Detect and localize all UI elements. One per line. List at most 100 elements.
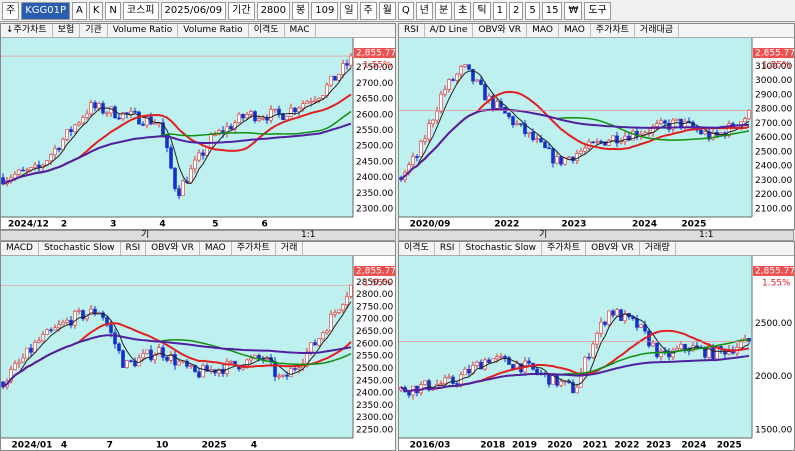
y-tick-label: 2700.00 — [755, 119, 792, 129]
tab[interactable]: 이격도 — [399, 242, 435, 255]
candle-body — [439, 383, 443, 385]
tab[interactable]: 주가차트 — [591, 24, 635, 37]
tab[interactable]: ↓주가차트 — [1, 24, 53, 37]
toolbar-button[interactable]: 코스피 — [122, 1, 159, 20]
tab[interactable]: MAO — [559, 24, 591, 37]
tab[interactable]: Stochastic Slow — [39, 242, 121, 255]
toolbar-button[interactable]: 15 — [541, 1, 563, 20]
candle-body — [715, 346, 719, 360]
candle-body — [153, 122, 157, 125]
candle-body — [73, 124, 77, 133]
y-tick-label: 2250.00 — [356, 426, 393, 436]
toolbar-button[interactable]: 분 — [435, 1, 453, 20]
candle-body — [21, 169, 25, 172]
candle-body — [321, 95, 325, 99]
y-tick-label: 2450.00 — [356, 157, 393, 167]
toolbar-button[interactable]: 주 — [2, 1, 20, 20]
toolbar-button[interactable]: ₩ — [564, 1, 583, 20]
toolbar-button[interactable]: 월 — [378, 1, 396, 20]
x-tick-label: 2019 — [512, 441, 537, 451]
y-tick-label: 2800.00 — [755, 105, 792, 115]
toolbar-button[interactable]: 주 — [359, 1, 377, 20]
tab[interactable]: 보험 — [53, 24, 81, 37]
candle-body — [607, 310, 611, 325]
chart-panel: MACD Stochastic Slow RSI OBV와 VR MAO 주가차트 거래 22… — [0, 241, 396, 451]
y-tick-label: 2550.00 — [356, 126, 393, 136]
toolbar-button[interactable]: Q — [397, 1, 414, 20]
toolbar-button[interactable]: 2 — [508, 1, 524, 20]
toolbar-button[interactable]: 년 — [415, 1, 433, 20]
candle-body — [85, 113, 89, 118]
candle-body — [515, 123, 519, 126]
candle-body — [479, 361, 483, 370]
candle-body — [237, 114, 241, 123]
moving-average — [400, 313, 750, 392]
tab[interactable]: 거래량 — [640, 242, 676, 255]
tab[interactable]: RSI — [399, 24, 425, 37]
candle-body — [495, 101, 499, 109]
toolbar-button[interactable]: KGG01P — [21, 1, 71, 20]
candle-body — [321, 332, 325, 339]
tab[interactable]: OBV와 VR — [473, 24, 528, 37]
toolbar-button[interactable]: K — [88, 1, 104, 20]
toolbar-button[interactable]: 도구 — [584, 1, 611, 20]
candle-body — [273, 108, 277, 111]
price-tag-bg — [354, 266, 395, 276]
candle-body — [623, 135, 627, 142]
toolbar-button[interactable]: A — [72, 1, 87, 20]
tab[interactable]: MAO — [200, 242, 232, 255]
tab[interactable]: 거래대금 — [635, 24, 680, 37]
y-tick-label: 2500.00 — [755, 319, 792, 329]
candle-body — [241, 114, 245, 119]
candle-body — [189, 365, 193, 367]
tab[interactable]: A/D Line — [425, 24, 474, 37]
scroll-label: 기 — [539, 230, 548, 240]
candle-body — [265, 117, 269, 121]
candle-body — [141, 353, 145, 359]
candle-body — [317, 98, 321, 101]
candle-body — [663, 120, 667, 124]
x-tick-label: 4 — [61, 441, 67, 451]
toolbar-button[interactable]: 봉 — [292, 1, 310, 20]
candle-body — [623, 313, 627, 321]
candle-body — [495, 356, 499, 360]
tab[interactable]: Volume Ratio — [178, 24, 249, 37]
plot-area — [1, 256, 353, 438]
tab[interactable]: Stochastic Slow — [460, 242, 542, 255]
tab[interactable]: MAC — [285, 24, 316, 37]
candle-body — [631, 131, 635, 141]
toolbar-button[interactable]: 초 — [454, 1, 472, 20]
candle-body — [671, 119, 675, 130]
tab[interactable]: Volume Ratio — [108, 24, 179, 37]
toolbar-button[interactable]: 일 — [340, 1, 358, 20]
candle-body — [639, 324, 643, 328]
tab[interactable]: RSI — [435, 242, 461, 255]
y-tick-label: 2750.00 — [356, 302, 393, 312]
toolbar-button[interactable]: 5 — [525, 1, 540, 20]
toolbar-button[interactable]: N — [105, 1, 121, 20]
tab[interactable]: 거래 — [276, 242, 304, 255]
candle-body — [53, 148, 57, 156]
tab[interactable]: RSI — [121, 242, 147, 255]
tab[interactable]: 주가차트 — [232, 242, 276, 255]
candle-body — [49, 329, 53, 332]
tab[interactable]: OBV와 VR — [146, 242, 200, 255]
tab[interactable]: 주가차트 — [542, 242, 587, 255]
tab[interactable]: OBV와 VR — [586, 242, 640, 255]
toolbar-button[interactable]: 틱 — [473, 1, 491, 20]
tab[interactable]: MAO — [527, 24, 559, 37]
tab[interactable]: 기관 — [80, 24, 108, 37]
toolbar-button[interactable]: 2025/06/09 — [160, 1, 227, 20]
y-tick-label: 2350.00 — [356, 189, 393, 199]
tab[interactable]: MACD — [1, 242, 39, 255]
candle-body — [161, 347, 165, 358]
candle-body — [543, 141, 547, 149]
candle-body — [93, 308, 97, 315]
price-tag: 2,855.77 — [356, 267, 395, 277]
toolbar-button[interactable]: 기간 — [228, 1, 255, 20]
tab[interactable]: 이격도 — [249, 24, 285, 37]
toolbar-button[interactable]: 1 — [492, 1, 507, 20]
toolbar-button[interactable]: 109 — [311, 1, 339, 20]
toolbar-button[interactable]: 2800 — [256, 1, 291, 20]
